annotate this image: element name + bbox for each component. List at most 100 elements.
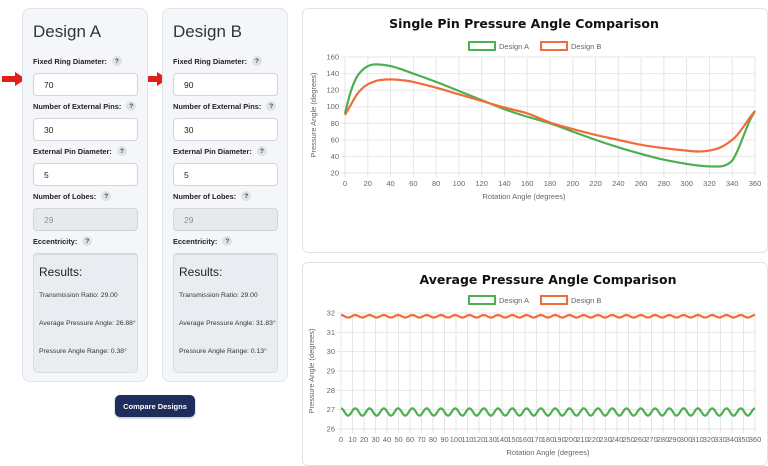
results-title: Results: (179, 265, 223, 279)
help-icon[interactable]: ? (101, 191, 112, 201)
external-pins-label: Number of External Pins:? (33, 99, 137, 113)
compare-designs-button[interactable]: Compare Designs (115, 395, 195, 417)
x-tick-label: 220 (588, 435, 601, 444)
pin-diameter-input[interactable]: 5 (33, 163, 138, 186)
help-icon[interactable]: ? (222, 236, 233, 246)
x-tick-label: 100 (450, 435, 463, 444)
x-tick-label: 300 (680, 179, 693, 188)
y-tick-label: 160 (326, 53, 339, 62)
chart-title: Single Pin Pressure Angle Comparison (389, 16, 659, 31)
help-icon[interactable]: ? (111, 56, 122, 66)
x-tick-label: 310 (691, 435, 704, 444)
pin-diameter-input[interactable]: 5 (173, 163, 278, 186)
legend-swatch (468, 41, 496, 51)
x-tick-label: 60 (409, 179, 417, 188)
x-tick-label: 290 (668, 435, 681, 444)
panel-title: Design B (173, 22, 242, 41)
help-icon[interactable]: ? (82, 236, 93, 246)
x-tick-label: 220 (589, 179, 602, 188)
y-tick-label: 30 (327, 347, 335, 356)
results-box: Results: Transmission Ratio: 29.00 Avera… (173, 254, 278, 373)
x-tick-label: 80 (432, 179, 440, 188)
x-tick-label: 140 (496, 435, 509, 444)
lobes-label: Number of Lobes:? (33, 189, 137, 203)
single-pin-pressure-chart: Single Pin Pressure Angle Comparison Desi… (309, 16, 761, 201)
x-tick-label: 180 (544, 179, 557, 188)
x-tick-label: 160 (521, 179, 534, 188)
x-tick-label: 240 (612, 179, 625, 188)
eccentricity-label: Eccentricity:? (33, 234, 137, 248)
help-icon[interactable]: ? (116, 146, 127, 156)
help-icon[interactable]: ? (256, 146, 267, 156)
y-tick-label: 27 (327, 405, 335, 414)
x-tick-label: 20 (364, 179, 372, 188)
x-tick-label: 130 (484, 435, 497, 444)
x-tick-label: 250 (622, 435, 635, 444)
help-icon[interactable]: ? (241, 191, 252, 201)
help-icon[interactable]: ? (266, 101, 277, 111)
x-tick-label: 210 (576, 435, 589, 444)
transmission-ratio: Transmission Ratio: 29.00 (179, 292, 258, 299)
x-tick-label: 340 (726, 435, 739, 444)
x-tick-label: 30 (371, 435, 379, 444)
x-tick-label: 40 (383, 435, 391, 444)
pin-diameter-label: External Pin Diameter:? (33, 144, 137, 158)
x-tick-label: 180 (542, 435, 555, 444)
x-tick-label: 150 (507, 435, 520, 444)
external-pins-input[interactable]: 30 (173, 118, 278, 141)
help-icon[interactable]: ? (126, 101, 137, 111)
y-tick-label: 29 (327, 367, 335, 376)
x-tick-label: 330 (714, 435, 727, 444)
legend-label: Design B (571, 42, 601, 51)
panel-title: Design A (33, 22, 102, 41)
series-line-design-a (340, 407, 756, 417)
eccentricity-label: Eccentricity:? (173, 234, 277, 248)
x-tick-label: 200 (567, 179, 580, 188)
lobes-label: Number of Lobes:? (173, 189, 277, 203)
x-tick-label: 280 (658, 179, 671, 188)
chart-title: Average Pressure Angle Comparison (420, 272, 677, 287)
x-tick-label: 280 (657, 435, 670, 444)
fixed-ring-diameter-input[interactable]: 70 (33, 73, 138, 96)
single-pin-chart-card: Single Pin Pressure Angle Comparison Desi… (302, 8, 768, 253)
series-line-design-b (344, 78, 756, 153)
y-tick-label: 120 (326, 86, 339, 95)
x-tick-label: 40 (386, 179, 394, 188)
y-axis-label: Pressure Angle (degrees) (309, 72, 318, 158)
legend-swatch (540, 41, 568, 51)
x-axis-label: Rotation Angle (degrees) (483, 192, 566, 201)
series-line-design-b (340, 313, 756, 319)
help-icon[interactable]: ? (251, 56, 262, 66)
y-tick-label: 100 (326, 102, 339, 111)
x-tick-label: 260 (635, 179, 648, 188)
x-tick-label: 190 (553, 435, 566, 444)
x-tick-label: 70 (417, 435, 425, 444)
x-tick-label: 260 (634, 435, 647, 444)
x-tick-label: 160 (519, 435, 532, 444)
y-tick-label: 31 (327, 328, 335, 337)
pin-diameter-label: External Pin Diameter:? (173, 144, 277, 158)
x-tick-label: 140 (498, 179, 511, 188)
y-axis-label: Pressure Angle (degrees) (307, 328, 316, 414)
fixed-ring-diameter-label: Fixed Ring Diameter:? (173, 54, 277, 68)
legend-item: Design B (540, 41, 601, 51)
average-pressure-chart: Average Pressure Angle Comparison Design … (307, 272, 761, 457)
design-b-panel: Design B Fixed Ring Diameter:? 90 Number… (162, 8, 288, 382)
x-tick-label: 0 (343, 179, 347, 188)
x-tick-label: 80 (429, 435, 437, 444)
fixed-ring-diameter-input[interactable]: 90 (173, 73, 278, 96)
x-tick-label: 170 (530, 435, 543, 444)
y-tick-label: 20 (331, 169, 339, 178)
legend-swatch (468, 295, 496, 305)
y-tick-label: 40 (331, 152, 339, 161)
x-tick-label: 110 (462, 435, 474, 444)
x-tick-label: 340 (726, 179, 739, 188)
external-pins-input[interactable]: 30 (33, 118, 138, 141)
lobes-input: 29 (33, 208, 138, 231)
x-tick-label: 0 (339, 435, 343, 444)
y-tick-label: 32 (327, 309, 335, 318)
y-tick-label: 80 (331, 119, 339, 128)
average-pressure-angle: Average Pressure Angle: 31.83° (179, 320, 276, 327)
legend-label: Design B (571, 296, 601, 305)
fixed-ring-diameter-label: Fixed Ring Diameter:? (33, 54, 137, 68)
